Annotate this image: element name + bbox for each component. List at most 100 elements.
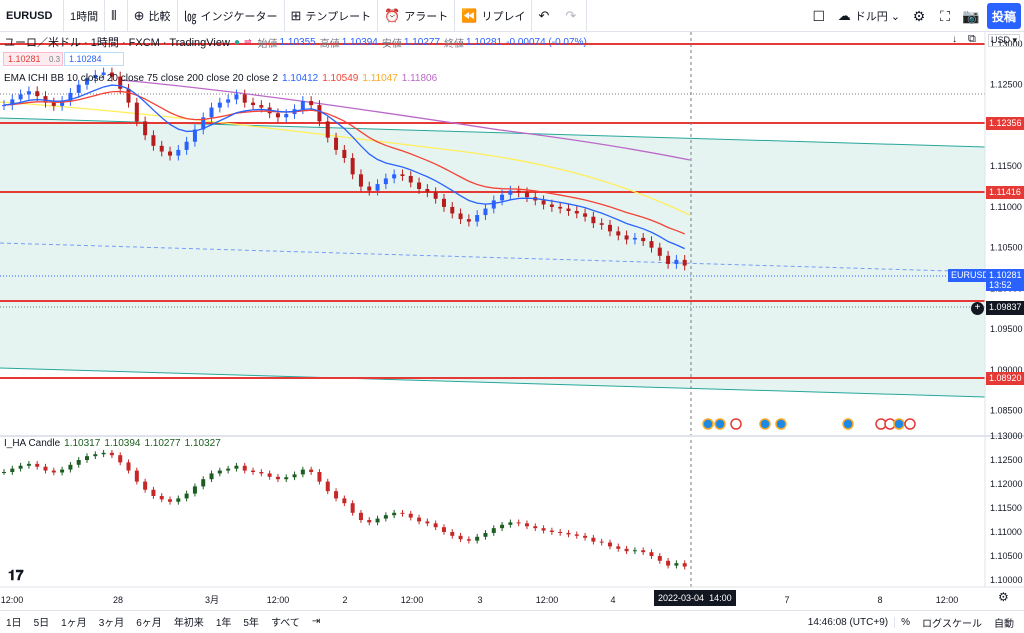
time-tick: 8 <box>877 595 882 605</box>
goto-date-button[interactable]: ⇥ <box>306 616 326 627</box>
event-icon[interactable] <box>702 418 714 430</box>
chart-title[interactable]: ユーロ／米ドル · 1時間 · FXCM · TradingView <box>4 37 230 49</box>
economic-events[interactable] <box>702 418 916 430</box>
eye-icon: ⇌ <box>244 36 252 47</box>
interval-button[interactable]: 1時間 <box>64 0 106 32</box>
indicator-2-value-3: 1.10277 <box>144 438 181 449</box>
alert-button[interactable]: ⏰ アラート <box>378 0 456 32</box>
range-button[interactable]: 5年 <box>243 618 259 629</box>
price-tick: 1.10500 <box>990 243 1023 253</box>
snapshot-button[interactable]: 📷 <box>958 0 984 32</box>
ha-candle <box>192 486 197 494</box>
ha-candle <box>433 523 438 528</box>
price-tick: 1.10000 <box>990 575 1023 585</box>
ha-candle <box>118 455 123 463</box>
sell-price: 1.10281 <box>8 54 41 64</box>
candle <box>500 194 505 201</box>
gear-icon: ⚙ <box>912 7 926 24</box>
redo-button[interactable]: ↷ <box>559 0 588 32</box>
low-label: 安値 <box>381 38 402 50</box>
ha-candle <box>607 542 612 547</box>
timezone-clock[interactable]: 14:46:08 (UTC+9) <box>807 616 889 628</box>
ha-candle <box>2 472 6 473</box>
buy-button[interactable]: 1.10284 <box>64 52 124 66</box>
crosshair-price-tag: 1.09837 <box>986 301 1024 315</box>
settings-button[interactable]: ⚙ <box>906 0 932 32</box>
ha-candle <box>259 472 264 474</box>
candle <box>574 211 579 214</box>
high-value: 1.10394 <box>341 36 378 48</box>
ha-candle <box>641 550 646 553</box>
undo-button[interactable]: ↶ <box>532 0 559 32</box>
tradingview-logo[interactable]: 𝟏𝟕 <box>8 567 24 583</box>
range-button[interactable]: すべて <box>270 618 300 629</box>
scroll-down-icon[interactable]: ↓ <box>952 34 957 45</box>
ha-candle <box>358 512 363 520</box>
price-tick: 1.09000 <box>990 365 1023 375</box>
templates-button[interactable]: ⊞ テンプレート <box>285 0 379 32</box>
range-button[interactable]: 5日 <box>33 618 50 629</box>
channel-mid-line <box>0 242 986 273</box>
time-axis[interactable]: 12:00 28 3月 12:00 2 12:00 3 12:00 4 7 8 12:00 <box>1 595 959 605</box>
currency-layout-button[interactable]: ☁ ドル円 ⌄ <box>832 0 906 32</box>
event-icon[interactable] <box>775 418 787 430</box>
time-tick: 4 <box>610 595 615 605</box>
indicator-legend-1[interactable]: EMA ICHI BB 10 close 20 close 75 close 2… <box>4 73 437 84</box>
candle <box>317 105 322 122</box>
candle <box>558 206 563 209</box>
add-plus-icon[interactable]: + <box>971 302 984 315</box>
auto-scale-toggle[interactable]: 自動 <box>994 618 1014 630</box>
chart-type-button[interactable]: ⫴ <box>105 0 128 32</box>
range-button[interactable]: 6ヶ月 <box>136 618 162 629</box>
percent-scale-toggle[interactable]: % <box>894 616 916 628</box>
chart-canvas[interactable]: 1.13000 1.12500 1.12000 1.11500 1.11000 1.105… <box>0 32 1024 612</box>
symbol-search-button[interactable]: EURUSD <box>0 0 64 32</box>
ha-candle <box>284 477 289 480</box>
range-button[interactable]: 年初来 <box>173 618 204 629</box>
us-flag-icon[interactable] <box>730 418 742 430</box>
ha-candle <box>500 524 505 529</box>
axis-settings-icon[interactable]: ⚙ <box>998 590 1009 604</box>
templates-label: テンプレート <box>305 10 372 23</box>
ha-candle <box>334 491 339 499</box>
compare-button[interactable]: ⊕ 比較 <box>128 0 178 32</box>
fullscreen-button[interactable]: ⛶ <box>932 0 958 32</box>
layout-button[interactable]: ☐ <box>806 0 832 32</box>
range-button[interactable]: 3ヶ月 <box>98 618 125 629</box>
open-label: 始値 <box>257 38 278 50</box>
ema75-line <box>0 101 691 216</box>
event-icon[interactable] <box>759 418 771 430</box>
candle <box>43 96 48 103</box>
range-button[interactable]: 1ヶ月 <box>61 618 87 629</box>
change-value: -0.00074 (-0.07%) <box>506 36 587 48</box>
candle <box>226 99 231 103</box>
interval-label: 1時間 <box>70 10 99 23</box>
range-button[interactable]: 1年 <box>215 618 232 629</box>
indicators-icon: ㏒ <box>183 9 197 24</box>
range-button[interactable]: 1日 <box>6 618 22 629</box>
ha-candle <box>483 532 488 537</box>
compare-label: 比較 <box>148 10 171 23</box>
candle <box>143 121 148 136</box>
currency-unit-select[interactable]: USD ▾ <box>988 34 1021 47</box>
log-scale-toggle[interactable]: ログスケール <box>922 618 982 630</box>
publish-button[interactable]: 投稿 <box>987 3 1021 29</box>
ha-candle <box>383 515 388 519</box>
ha-candle <box>325 481 330 492</box>
ha-candle <box>126 462 131 471</box>
sell-button[interactable]: 1.10281 <box>3 52 63 66</box>
us-flag-icon[interactable] <box>904 418 916 430</box>
chart-area[interactable]: 1.13000 1.12500 1.12000 1.11500 1.11000 1.105… <box>0 32 1024 612</box>
indicator-1-value-1: 1.10412 <box>282 73 319 84</box>
indicator-legend-2[interactable]: I_HA Candle 1.10317 1.10394 1.10277 1.10… <box>4 438 221 449</box>
event-icon[interactable] <box>893 418 905 430</box>
maximize-icon[interactable]: ⧉ <box>968 33 976 45</box>
replay-label: リプレイ <box>481 10 526 23</box>
price-tick: 1.11000 <box>990 527 1022 537</box>
event-icon[interactable] <box>842 418 854 430</box>
replay-button[interactable]: ⏪ リプレイ <box>455 0 533 32</box>
ha-candle <box>134 470 139 482</box>
event-icon[interactable] <box>714 418 726 430</box>
ha-candle <box>143 481 148 490</box>
